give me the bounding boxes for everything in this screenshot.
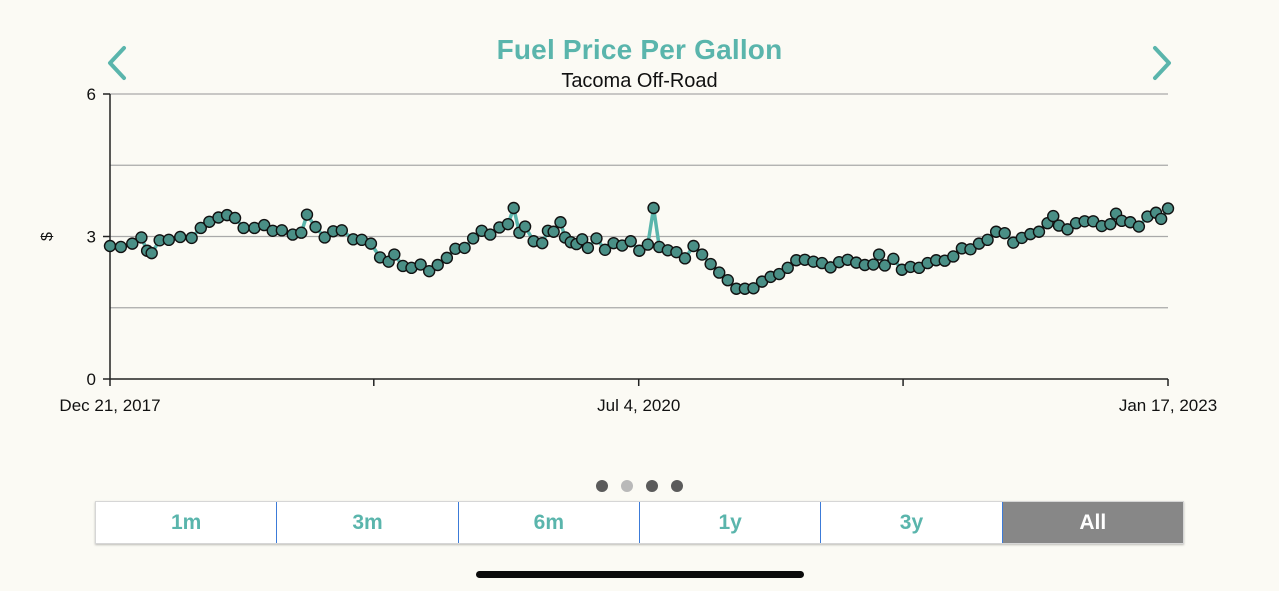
data-point xyxy=(1154,212,1168,226)
data-point xyxy=(772,267,786,281)
data-point xyxy=(518,220,532,233)
data-point xyxy=(647,201,660,215)
data-point xyxy=(135,231,148,244)
range-button-3y[interactable]: 3y xyxy=(821,502,1003,543)
data-point xyxy=(536,236,549,250)
fuel-price-chart: 0 3 6 $ Dec 21, 2017 Jul 4, 2020 Jan 17, 2023 xyxy=(39,85,1217,415)
data-point xyxy=(547,225,560,238)
page-dot[interactable] xyxy=(596,480,608,492)
data-point xyxy=(145,246,158,260)
data-point xyxy=(624,235,637,248)
data-point xyxy=(581,241,595,255)
y-tick-label: 6 xyxy=(87,85,96,104)
data-point xyxy=(704,257,717,271)
data-point xyxy=(713,266,726,279)
data-point xyxy=(947,250,960,263)
data-point xyxy=(237,221,250,235)
data-point xyxy=(501,217,515,231)
data-point xyxy=(981,233,994,247)
data-point xyxy=(721,274,734,287)
previous-chart-button[interactable] xyxy=(98,42,138,86)
data-point xyxy=(126,237,139,250)
chevron-right-icon xyxy=(1153,46,1171,80)
y-tick-label: 0 xyxy=(87,370,96,389)
data-point xyxy=(466,232,480,245)
data-point xyxy=(194,221,207,235)
data-point xyxy=(670,245,683,259)
data-point xyxy=(185,231,198,245)
data-point xyxy=(309,220,322,234)
chart-subtitle: Tacoma Off-Road xyxy=(561,70,718,92)
data-point xyxy=(335,224,349,237)
range-button-1m[interactable]: 1m xyxy=(96,502,278,543)
page-indicator xyxy=(0,480,1279,492)
data-point xyxy=(1032,225,1046,238)
data-point xyxy=(114,240,128,254)
data-point xyxy=(484,228,497,241)
data-point xyxy=(228,211,242,225)
home-indicator[interactable] xyxy=(476,571,804,578)
range-button-all[interactable]: All xyxy=(1002,502,1183,543)
next-chart-button[interactable] xyxy=(1141,42,1181,86)
data-point xyxy=(507,201,520,215)
data-point xyxy=(872,248,886,261)
page-dot[interactable] xyxy=(646,480,658,492)
data-point xyxy=(598,243,612,257)
data-point xyxy=(633,244,646,257)
data-point xyxy=(1104,217,1117,231)
data-point xyxy=(867,258,880,271)
x-tick-label: Jul 4, 2020 xyxy=(597,396,680,415)
data-point xyxy=(388,248,401,261)
data-point xyxy=(275,224,289,237)
data-point xyxy=(414,258,427,271)
data-point xyxy=(678,252,692,265)
range-button-1y[interactable]: 1y xyxy=(640,502,822,543)
chevron-left-icon xyxy=(108,46,126,80)
data-point xyxy=(295,226,308,239)
data-point xyxy=(174,230,187,244)
data-point xyxy=(998,226,1011,240)
data-point xyxy=(590,232,603,245)
chart-title: Fuel Price Per Gallon xyxy=(496,34,783,65)
y-axis-label: $ xyxy=(39,232,56,241)
data-point xyxy=(781,261,794,275)
data-point xyxy=(887,252,900,266)
data-point xyxy=(162,233,176,247)
data-point xyxy=(641,238,655,251)
data-point xyxy=(964,243,977,256)
data-point xyxy=(1061,223,1074,236)
page-dot[interactable] xyxy=(621,480,633,492)
data-point xyxy=(878,259,892,272)
data-point xyxy=(695,248,709,261)
data-point xyxy=(440,251,454,265)
data-point xyxy=(554,216,567,229)
data-point xyxy=(687,239,700,253)
data-point xyxy=(422,264,436,278)
time-range-selector: 1m 3m 6m 1y 3y All xyxy=(95,501,1184,544)
data-point xyxy=(747,282,760,295)
range-button-3m[interactable]: 3m xyxy=(277,502,459,543)
data-point xyxy=(257,218,271,232)
data-point xyxy=(300,208,314,221)
data-point xyxy=(364,237,378,250)
range-button-6m[interactable]: 6m xyxy=(459,502,640,543)
y-tick-label: 3 xyxy=(87,228,96,247)
page-dot[interactable] xyxy=(671,480,683,492)
data-point xyxy=(575,233,589,246)
data-point xyxy=(1132,220,1146,233)
data-point xyxy=(318,231,331,244)
data-point xyxy=(1161,202,1175,215)
data-point xyxy=(1047,209,1060,223)
data-point xyxy=(458,241,471,255)
x-tick-label: Dec 21, 2017 xyxy=(59,396,160,415)
x-tick-label: Jan 17, 2023 xyxy=(1119,396,1217,415)
data-point xyxy=(103,239,117,253)
data-point xyxy=(431,258,444,272)
